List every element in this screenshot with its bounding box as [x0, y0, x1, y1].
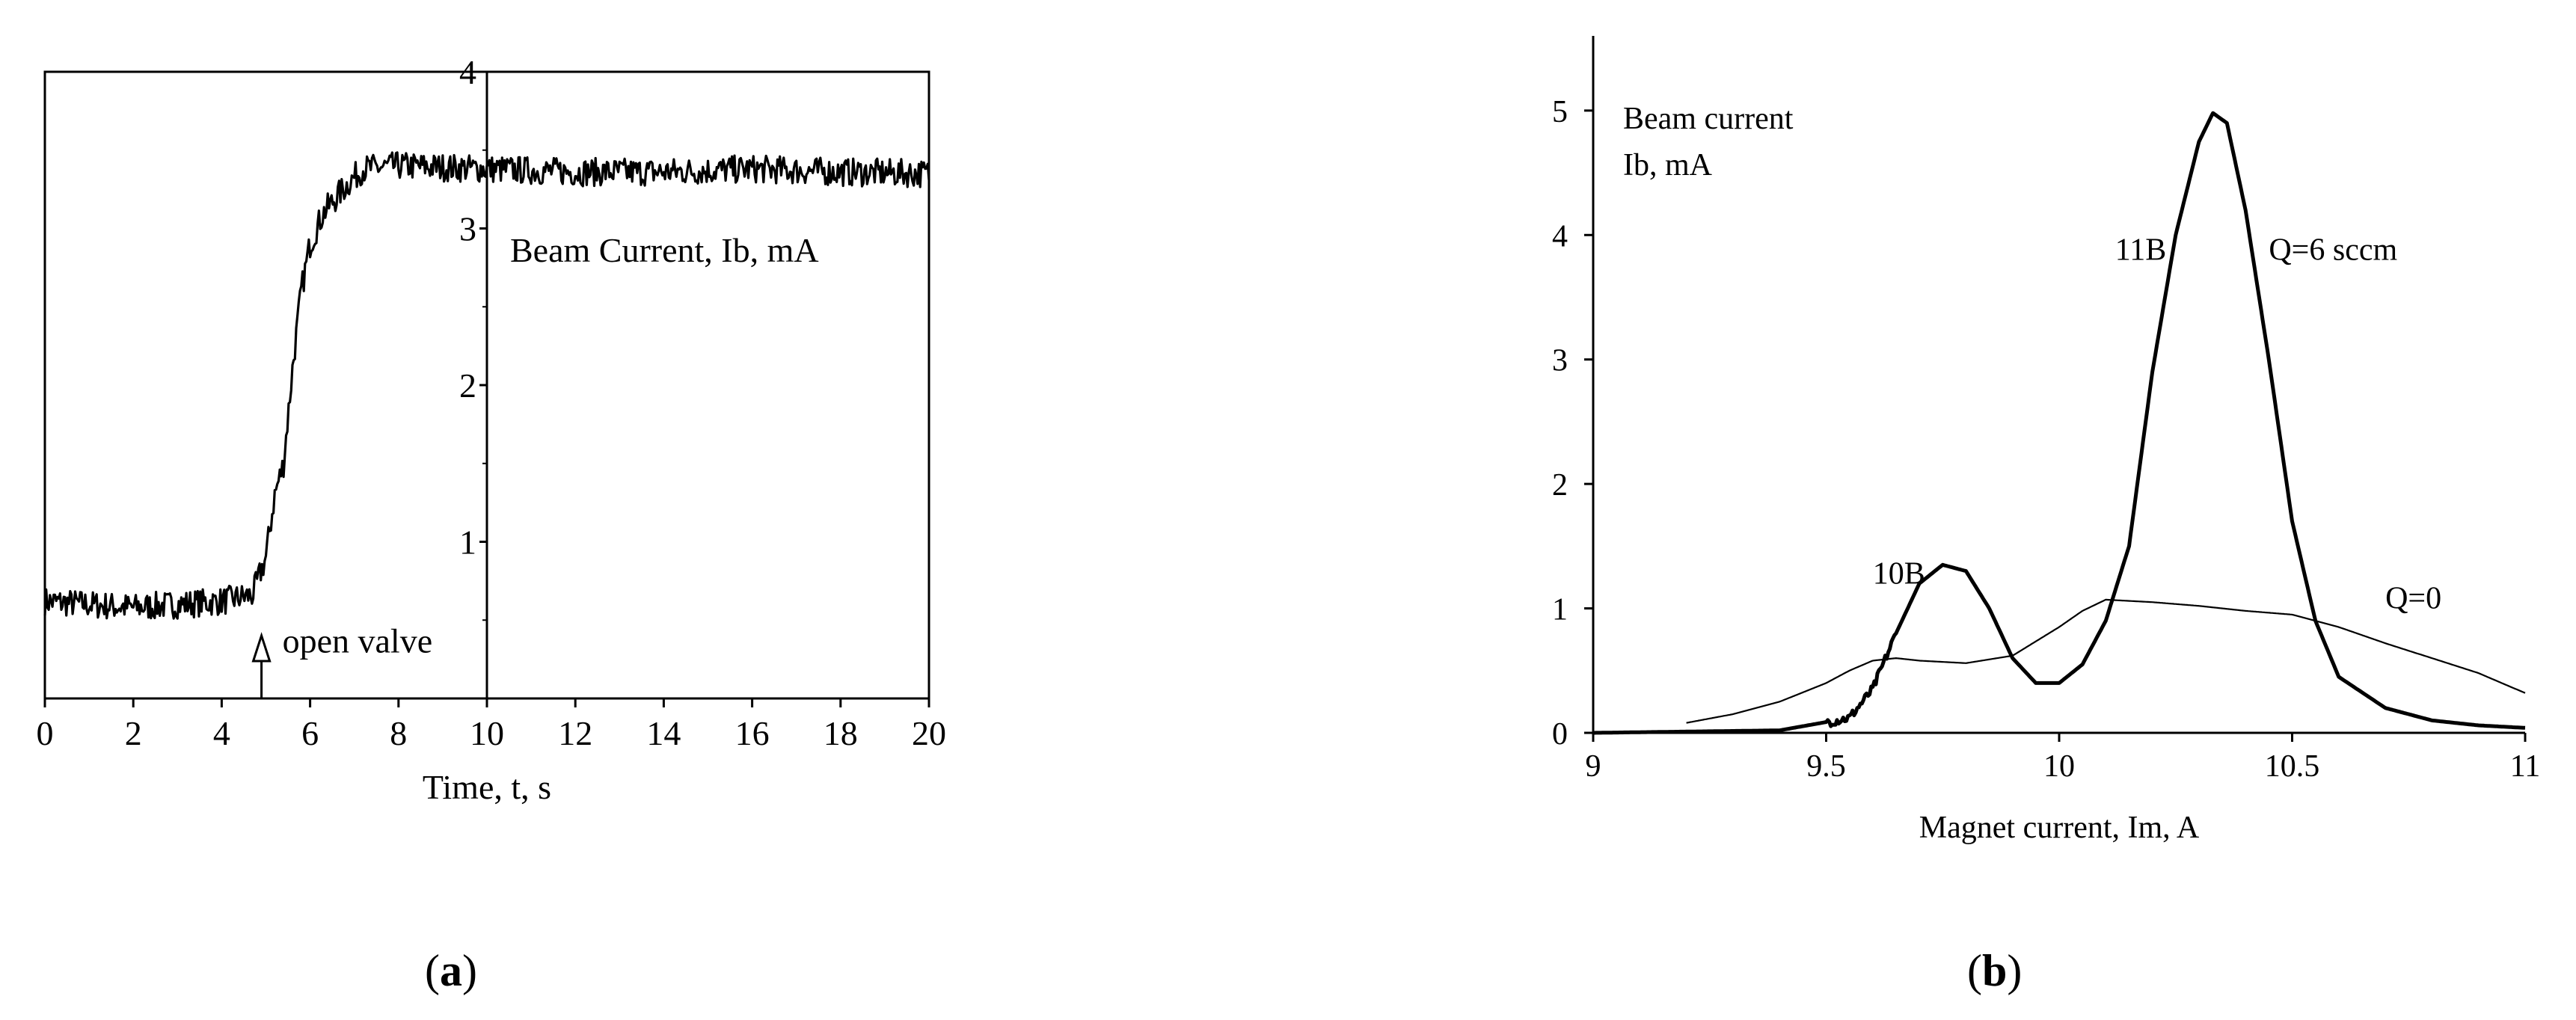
- y-tick-label: 1: [459, 523, 476, 562]
- x-tick-label: 20: [912, 714, 946, 752]
- x-tick-label: 6: [301, 714, 319, 752]
- x-ticks-b: 9 9.5 10 10.5 11: [1586, 733, 2540, 784]
- x-tick-label: 11: [2510, 749, 2540, 784]
- x-tick-label: 10.5: [2265, 749, 2320, 784]
- x-tick-label: 14: [646, 714, 681, 752]
- y-axis-label-b-line1: Beam current: [1623, 102, 1794, 136]
- x-tick-label: 10: [2043, 749, 2075, 784]
- y-tick-label: 3: [1552, 344, 1568, 378]
- panel-label-b: (b): [1967, 946, 2022, 995]
- panel-label-a: (a): [425, 946, 477, 995]
- y-tick-label: 0: [1552, 717, 1568, 752]
- y-axis-label-b-line2: Ib, mA: [1623, 148, 1713, 182]
- y-tick-label: 2: [459, 366, 476, 405]
- x-ticks-a: 0 2 4 6 8 10 12 14 16 18 20: [37, 698, 946, 752]
- x-tick-label: 9.5: [1806, 749, 1846, 784]
- x-tick-label: 16: [735, 714, 770, 752]
- annotation-text: 11B: [2115, 233, 2166, 268]
- y-ticks-a: 1 2 3 4: [459, 53, 487, 621]
- series-line-q6sccm: [1592, 111, 2526, 735]
- y-tick-label: 5: [1552, 95, 1568, 129]
- x-axis-label-b: Magnet current, Im, A: [1919, 811, 2200, 845]
- y-axis-label-a: Beam Current, Ib, mA: [510, 231, 819, 269]
- x-tick-label: 9: [1586, 749, 1601, 784]
- x-tick-label: 10: [470, 714, 504, 752]
- y-tick-label: 3: [459, 210, 476, 248]
- x-tick-label: 4: [213, 714, 230, 752]
- chart-panel-b: 9 9.5 10 10.5 11 0 1 2 3 4 5 10B 11B Q=6 sccm Q=0 Be…: [1552, 36, 2540, 995]
- x-tick-label: 2: [125, 714, 142, 752]
- y-ticks-b: 0 1 2 3 4 5: [1552, 95, 1593, 752]
- annotation-text: Q=6 sccm: [2269, 233, 2397, 268]
- y-tick-label: 4: [1552, 219, 1568, 254]
- annotation-text: 10B: [1873, 556, 1925, 591]
- x-tick-label: 0: [37, 714, 54, 752]
- y-tick-label: 1: [1552, 593, 1568, 627]
- x-tick-label: 8: [390, 714, 407, 752]
- series-line-beam-current: [43, 151, 930, 620]
- x-tick-label: 12: [558, 714, 592, 752]
- arrow-head-icon: [251, 632, 272, 663]
- x-axis-label-a: Time, t, s: [423, 768, 551, 806]
- annotations-b: 10B 11B Q=6 sccm Q=0: [1873, 233, 2441, 616]
- x-tick-label: 18: [824, 714, 858, 752]
- series-line-q0: [1686, 598, 2526, 724]
- y-tick-label: 4: [459, 53, 476, 91]
- annotation-text-open-valve: open valve: [283, 622, 433, 660]
- annotation-open-valve: open valve: [251, 622, 433, 698]
- y-tick-label: 2: [1552, 468, 1568, 503]
- annotation-text: Q=0: [2385, 582, 2441, 616]
